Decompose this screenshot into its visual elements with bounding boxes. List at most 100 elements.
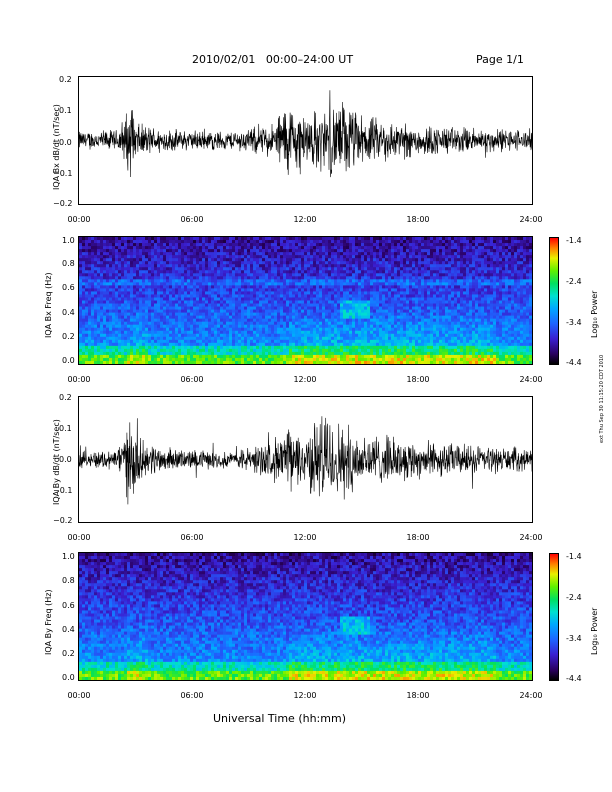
spectrogram-cell [196,276,200,280]
spectrogram-cell [259,240,263,244]
spectrogram-cell [151,351,155,356]
spectrogram-cell [145,270,149,274]
spectrogram-cell [256,336,260,341]
spectrogram-cell [211,333,215,338]
spectrogram-cell [265,327,269,332]
spectrogram-cell [151,246,155,250]
spectrogram-cell [352,339,356,344]
spectrogram-cell [259,312,263,317]
spectrogram-cell [91,360,95,364]
spectrogram-cell [130,249,134,253]
spectrogram-cell [352,306,356,310]
spectrogram-cell [115,291,119,295]
spectrogram-cell [301,339,305,344]
spectrogram-cell [220,309,224,313]
spectrogram-cell [217,330,221,335]
spectrogram-cell [391,303,395,307]
spectrogram-cell [361,255,365,259]
spectrogram-cell [187,309,191,313]
spectrogram-cell [307,282,311,286]
spectrogram-cell [346,240,350,244]
spectrogram-cell [196,261,200,265]
spectrogram-cell [283,276,287,280]
spectrogram-cell [157,357,161,362]
spectrogram-cell [283,354,287,359]
spectrogram-cell [85,321,89,326]
spectrogram-cell [367,306,371,310]
spectrogram-cell [106,249,110,253]
spectrogram-cell [172,351,176,356]
spectrogram-cell [118,270,122,274]
spectrogram-cell [286,351,290,356]
spectrogram-cell [334,297,338,301]
spectrogram-cell [178,249,182,253]
spectrogram-cell [406,342,410,347]
spectrogram-cell [400,282,404,286]
spectrogram-cell [157,315,161,320]
spectrogram-cell [133,360,137,364]
spectrogram-cell [322,342,326,347]
spectrogram-cell [223,252,227,256]
spectrogram-cell [283,282,287,286]
spectrogram-cell [169,336,173,341]
spectrogram-cell [253,318,257,323]
spectrogram-cell [427,306,431,310]
spectrogram-cell [253,321,257,326]
spectrogram-cell [313,324,317,329]
spectrogram-cell [394,273,398,277]
spectrogram-cell [298,261,302,265]
spectrogram-cell [127,291,131,295]
spectrogram-cell [175,249,179,253]
spectrogram-cell [301,294,305,298]
spectrogram-cell [79,264,83,268]
spectrogram-cell [136,327,140,332]
spectrogram-cell [430,324,434,329]
spectrogram-cell [379,345,383,350]
spectrogram-cell [187,282,191,286]
spectrogram-cell [430,276,434,280]
spectrogram-cell [370,312,374,317]
spectrogram-cell [223,264,227,268]
spectrogram-cell [385,288,389,292]
spectrogram-cell [223,330,227,335]
spectrogram-cell [280,282,284,286]
spectrogram-cell [412,357,416,362]
spectrogram-cell [322,303,326,307]
spectrogram-cell [355,258,359,262]
spectrogram-cell [133,264,137,268]
spectrogram-cell [412,339,416,344]
spectrogram-cell [154,291,158,295]
spectrogram-cell [154,258,158,262]
spectrogram-cell [433,285,437,289]
spectrogram-cell [130,261,134,265]
spectrogram-cell [229,261,233,265]
spectrogram-cell [211,324,215,329]
spectrogram-cell [433,243,437,247]
spectrogram-cell [373,315,377,320]
spectrogram-cell [112,294,116,298]
spectrogram-cell [169,330,173,335]
spectrogram-cell [424,279,428,283]
spectrogram-cell [97,300,101,304]
spectrogram-cell [262,288,266,292]
spectrogram-cell [286,327,290,332]
spectrogram-cell [223,312,227,317]
spectrogram-cell [94,327,98,332]
spectrogram-cell [109,354,113,359]
spectrogram-cell [127,342,131,347]
spectrogram-cell [394,336,398,341]
spectrogram-cell [88,315,92,320]
spectrogram-cell [316,300,320,304]
spectrogram-cell [331,309,335,313]
spectrogram-cell [385,243,389,247]
spectrogram-cell [325,336,329,341]
spectrogram-cell [265,267,269,271]
spectrogram-cell [424,351,428,356]
spectrogram-cell [376,348,380,353]
spectrogram-cell [328,243,332,247]
spectrogram-cell [358,330,362,335]
spectrogram-cell [136,237,140,241]
spectrogram-cell [424,303,428,307]
spectrogram-cell [115,303,119,307]
spectrogram-cell [337,297,341,301]
